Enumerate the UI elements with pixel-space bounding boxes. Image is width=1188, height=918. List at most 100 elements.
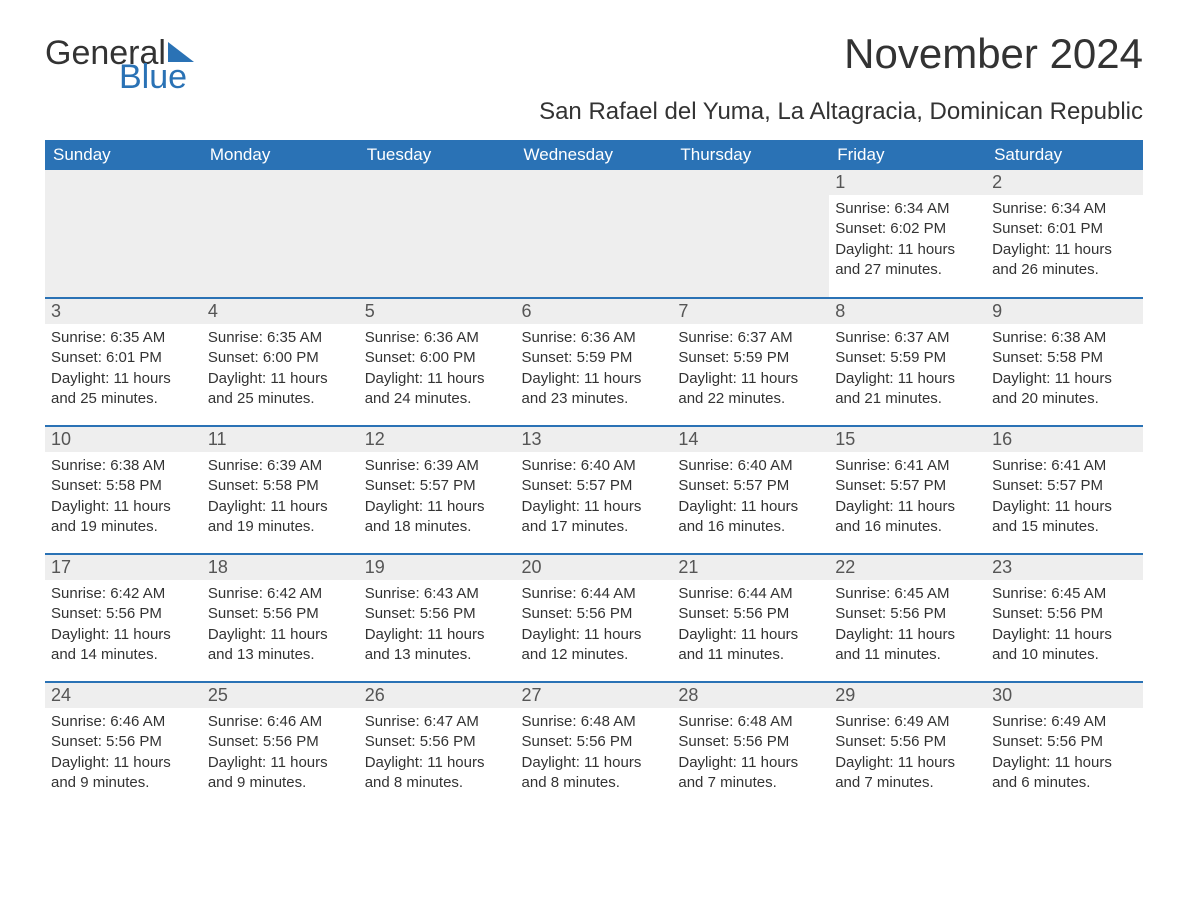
day-number: 24 [45, 683, 202, 708]
daylight-text: Daylight: 11 hours [678, 497, 823, 517]
sunrise-text: Sunrise: 6:34 AM [835, 199, 980, 219]
day-details: Sunrise: 6:40 AMSunset: 5:57 PMDaylight:… [672, 452, 829, 541]
sunrise-text: Sunrise: 6:42 AM [51, 584, 196, 604]
sunrise-text: Sunrise: 6:43 AM [365, 584, 510, 604]
sunset-text: Sunset: 5:56 PM [208, 604, 353, 624]
daylight-text: and 23 minutes. [522, 389, 667, 409]
day-details: Sunrise: 6:42 AMSunset: 5:56 PMDaylight:… [45, 580, 202, 669]
day-number: 4 [202, 299, 359, 324]
day-number: 16 [986, 427, 1143, 452]
daylight-text: Daylight: 11 hours [522, 369, 667, 389]
daylight-text: and 8 minutes. [522, 773, 667, 793]
daylight-text: and 21 minutes. [835, 389, 980, 409]
day-number: 5 [359, 299, 516, 324]
brand-logo: General Blue [45, 30, 196, 94]
day-details: Sunrise: 6:36 AMSunset: 6:00 PMDaylight:… [359, 324, 516, 413]
sunset-text: Sunset: 5:58 PM [992, 348, 1137, 368]
day-details: Sunrise: 6:39 AMSunset: 5:57 PMDaylight:… [359, 452, 516, 541]
day-details: Sunrise: 6:44 AMSunset: 5:56 PMDaylight:… [516, 580, 673, 669]
sunset-text: Sunset: 5:57 PM [365, 476, 510, 496]
daylight-text: Daylight: 11 hours [678, 369, 823, 389]
sunrise-text: Sunrise: 6:47 AM [365, 712, 510, 732]
day-number: 2 [986, 170, 1143, 195]
day-number: 10 [45, 427, 202, 452]
calendar-cell: 4Sunrise: 6:35 AMSunset: 6:00 PMDaylight… [202, 298, 359, 426]
sunrise-text: Sunrise: 6:44 AM [678, 584, 823, 604]
day-number: 17 [45, 555, 202, 580]
calendar-cell: 10Sunrise: 6:38 AMSunset: 5:58 PMDayligh… [45, 426, 202, 554]
daylight-text: Daylight: 11 hours [522, 625, 667, 645]
daylight-text: and 11 minutes. [678, 645, 823, 665]
sunrise-text: Sunrise: 6:41 AM [835, 456, 980, 476]
daylight-text: and 24 minutes. [365, 389, 510, 409]
daylight-text: and 13 minutes. [365, 645, 510, 665]
daylight-text: and 25 minutes. [208, 389, 353, 409]
day-number: 7 [672, 299, 829, 324]
daylight-text: and 16 minutes. [835, 517, 980, 537]
daylight-text: and 19 minutes. [208, 517, 353, 537]
daylight-text: and 15 minutes. [992, 517, 1137, 537]
day-number: 28 [672, 683, 829, 708]
day-number: 12 [359, 427, 516, 452]
day-details: Sunrise: 6:45 AMSunset: 5:56 PMDaylight:… [829, 580, 986, 669]
calendar-row: 3Sunrise: 6:35 AMSunset: 6:01 PMDaylight… [45, 298, 1143, 426]
daylight-text: Daylight: 11 hours [678, 753, 823, 773]
calendar-cell: 19Sunrise: 6:43 AMSunset: 5:56 PMDayligh… [359, 554, 516, 682]
day-details: Sunrise: 6:48 AMSunset: 5:56 PMDaylight:… [516, 708, 673, 797]
daylight-text: Daylight: 11 hours [835, 497, 980, 517]
sunset-text: Sunset: 5:59 PM [522, 348, 667, 368]
sunset-text: Sunset: 5:57 PM [678, 476, 823, 496]
day-details: Sunrise: 6:37 AMSunset: 5:59 PMDaylight:… [829, 324, 986, 413]
calendar-cell: 5Sunrise: 6:36 AMSunset: 6:00 PMDaylight… [359, 298, 516, 426]
day-number: 20 [516, 555, 673, 580]
sunset-text: Sunset: 5:56 PM [992, 604, 1137, 624]
calendar-cell: 11Sunrise: 6:39 AMSunset: 5:58 PMDayligh… [202, 426, 359, 554]
daylight-text: and 11 minutes. [835, 645, 980, 665]
sunset-text: Sunset: 5:58 PM [208, 476, 353, 496]
logo-word-blue: Blue [119, 60, 187, 94]
page-title: November 2024 [844, 30, 1143, 78]
daylight-text: and 27 minutes. [835, 260, 980, 280]
sunset-text: Sunset: 5:56 PM [51, 604, 196, 624]
day-number: 26 [359, 683, 516, 708]
sunset-text: Sunset: 5:56 PM [365, 604, 510, 624]
calendar-row: 24Sunrise: 6:46 AMSunset: 5:56 PMDayligh… [45, 682, 1143, 810]
sunset-text: Sunset: 5:59 PM [835, 348, 980, 368]
weekday-header: Saturday [986, 140, 1143, 170]
day-details: Sunrise: 6:48 AMSunset: 5:56 PMDaylight:… [672, 708, 829, 797]
calendar-cell-empty [202, 170, 359, 298]
daylight-text: Daylight: 11 hours [522, 753, 667, 773]
day-number: 29 [829, 683, 986, 708]
daylight-text: Daylight: 11 hours [992, 625, 1137, 645]
day-details: Sunrise: 6:37 AMSunset: 5:59 PMDaylight:… [672, 324, 829, 413]
day-details: Sunrise: 6:38 AMSunset: 5:58 PMDaylight:… [986, 324, 1143, 413]
day-number: 30 [986, 683, 1143, 708]
calendar-cell: 18Sunrise: 6:42 AMSunset: 5:56 PMDayligh… [202, 554, 359, 682]
calendar-cell: 29Sunrise: 6:49 AMSunset: 5:56 PMDayligh… [829, 682, 986, 810]
sunrise-text: Sunrise: 6:42 AM [208, 584, 353, 604]
sunset-text: Sunset: 5:56 PM [678, 732, 823, 752]
sunset-text: Sunset: 5:56 PM [522, 732, 667, 752]
day-number: 22 [829, 555, 986, 580]
calendar-row: 1 Sunrise: 6:34 AM Sunset: 6:02 PM Dayli… [45, 170, 1143, 298]
sunrise-text: Sunrise: 6:45 AM [992, 584, 1137, 604]
sunrise-text: Sunrise: 6:40 AM [678, 456, 823, 476]
daylight-text: and 7 minutes. [835, 773, 980, 793]
daylight-text: and 6 minutes. [992, 773, 1137, 793]
day-details: Sunrise: 6:34 AM Sunset: 6:01 PM Dayligh… [986, 195, 1143, 284]
daylight-text: and 26 minutes. [992, 260, 1137, 280]
weekday-header: Tuesday [359, 140, 516, 170]
calendar-cell: 25Sunrise: 6:46 AMSunset: 5:56 PMDayligh… [202, 682, 359, 810]
day-number: 18 [202, 555, 359, 580]
daylight-text: Daylight: 11 hours [522, 497, 667, 517]
sunrise-text: Sunrise: 6:48 AM [678, 712, 823, 732]
daylight-text: Daylight: 11 hours [365, 369, 510, 389]
daylight-text: Daylight: 11 hours [992, 753, 1137, 773]
sunrise-text: Sunrise: 6:36 AM [522, 328, 667, 348]
sunrise-text: Sunrise: 6:38 AM [992, 328, 1137, 348]
page: General Blue November 2024 San Rafael de… [0, 0, 1188, 850]
daylight-text: and 20 minutes. [992, 389, 1137, 409]
location-subtitle: San Rafael del Yuma, La Altagracia, Domi… [45, 98, 1143, 126]
sunset-text: Sunset: 5:58 PM [51, 476, 196, 496]
sunset-text: Sunset: 6:00 PM [208, 348, 353, 368]
